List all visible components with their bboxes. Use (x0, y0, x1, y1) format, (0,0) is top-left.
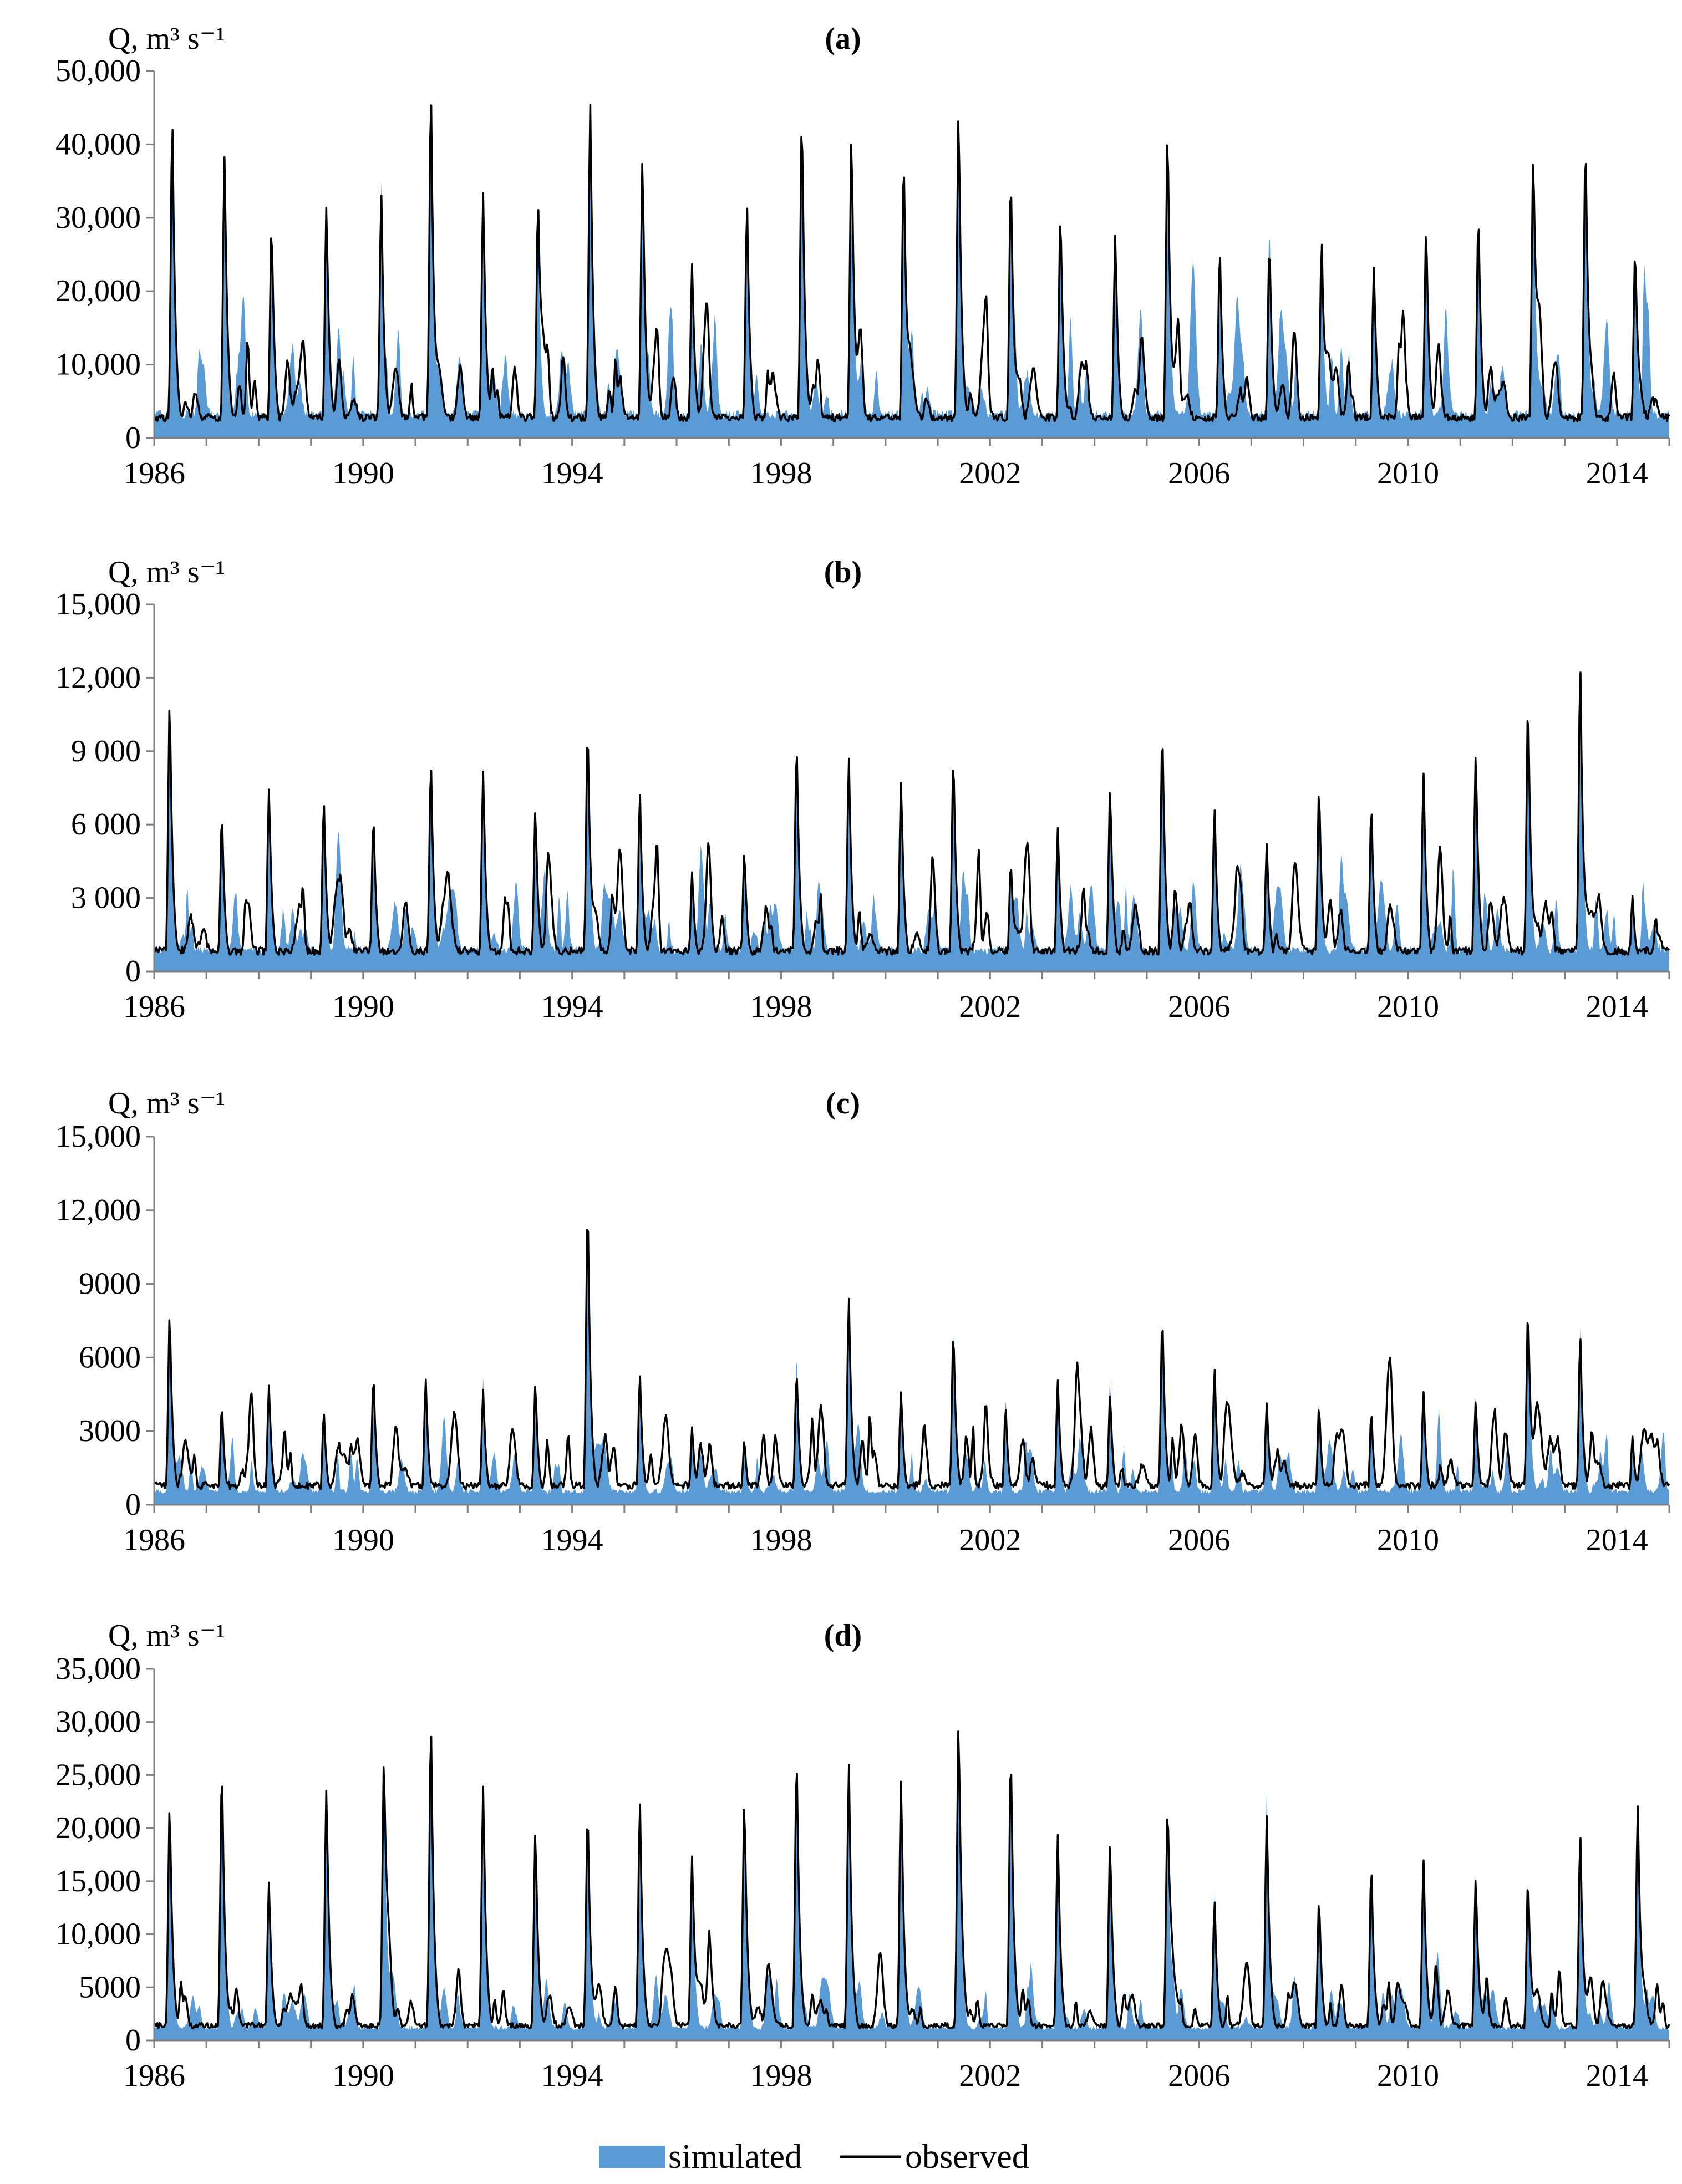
y-tick-label: 15,000 (55, 587, 141, 622)
panel-d: Q, m³ s⁻¹ (d) 0 5000 10,000 15,000 20,000 25,… (55, 1618, 1670, 2093)
y-tick-label: 10,000 (55, 348, 141, 382)
panel-c-label: (c) (826, 1086, 860, 1121)
y-tick-label: 0 (125, 954, 141, 989)
y-tick-label: 0 (125, 1488, 141, 1522)
observed-line (154, 1730, 1670, 2030)
y-tick-label: 50,000 (55, 54, 141, 88)
panel-a: Q, m³ s⁻¹ (a) 0 10,000 20,000 30,000 40,000 5… (55, 22, 1670, 491)
y-tick-label: 35,000 (55, 1652, 141, 1686)
x-tick-label: 2002 (959, 2059, 1021, 2093)
x-tick-label: 2010 (1377, 2059, 1439, 2093)
simulated-area (154, 1767, 1669, 2040)
y-tick-label: 15,000 (55, 1119, 141, 1154)
x-tick-label: 2014 (1586, 1523, 1648, 1557)
y-tick-label: 30,000 (55, 201, 141, 235)
legend-simulated-swatch (599, 2146, 665, 2168)
panel-c: Q, m³ s⁻¹ (c) 0 3000 6000 9000 12,000 15,000 1… (55, 1086, 1670, 1557)
x-tick-label: 2014 (1586, 456, 1648, 491)
y-tick-label: 10,000 (55, 1917, 141, 1952)
y-tick-label: 6 000 (71, 807, 141, 842)
x-tick-label: 1994 (541, 1523, 603, 1557)
x-tick-label: 2010 (1377, 456, 1439, 491)
x-tick-label: 2002 (959, 1523, 1021, 1557)
x-tick-label: 2014 (1586, 2059, 1648, 2093)
x-tick-label: 1994 (541, 2059, 603, 2093)
y-tick-label: 12,000 (55, 660, 141, 695)
x-tick-label: 1990 (332, 990, 394, 1024)
simulated-area (154, 680, 1669, 971)
y-tick-label: 30,000 (55, 1705, 141, 1739)
panel-a-ylabel: Q, m³ s⁻¹ (108, 22, 225, 56)
x-tick-label: 1998 (750, 1523, 812, 1557)
x-tick-label: 1994 (541, 456, 603, 491)
legend-observed-label: observed (905, 2138, 1029, 2176)
panel-a-label: (a) (825, 22, 861, 56)
x-tick-label: 2006 (1168, 2059, 1230, 2093)
x-tick-label: 2010 (1377, 1523, 1439, 1557)
x-tick-label: 2006 (1168, 990, 1230, 1024)
y-tick-label: 25,000 (55, 1758, 141, 1792)
y-tick-label: 3 000 (71, 881, 141, 915)
y-tick-label: 0 (125, 2023, 141, 2058)
x-tick-label: 1994 (541, 990, 603, 1024)
panel-d-ylabel: Q, m³ s⁻¹ (108, 1618, 225, 1653)
y-tick-label: 20,000 (55, 274, 141, 308)
y-tick-label: 20,000 (55, 1811, 141, 1845)
x-tick-label: 1990 (332, 456, 394, 491)
observed-line (153, 1228, 1670, 1490)
simulated-area (154, 137, 1669, 438)
x-tick-label: 2006 (1168, 1523, 1230, 1557)
x-tick-label: 2006 (1168, 456, 1230, 491)
x-tick-label: 1998 (750, 456, 812, 491)
panel-b-ylabel: Q, m³ s⁻¹ (108, 555, 225, 589)
y-tick-label: 5000 (79, 1970, 141, 2004)
x-tick-label: 1998 (750, 2059, 812, 2093)
simulated-area (154, 1249, 1669, 1505)
panel-b: Q, m³ s⁻¹ (b) 0 3 000 6 000 9 000 12,000 15,0… (55, 555, 1670, 1024)
observed-line (153, 671, 1670, 956)
x-tick-label: 1990 (332, 1523, 394, 1557)
x-tick-label: 1986 (123, 990, 185, 1024)
panel-b-label: (b) (824, 555, 862, 589)
y-tick-label: 6000 (79, 1340, 141, 1374)
x-tick-label: 1986 (123, 2059, 185, 2093)
legend-simulated-label: simulated (668, 2138, 802, 2176)
y-tick-label: 9000 (79, 1267, 141, 1301)
y-tick-label: 12,000 (55, 1193, 141, 1228)
panel-d-label: (d) (824, 1618, 862, 1653)
legend: simulated observed (599, 2138, 1029, 2176)
x-tick-label: 2014 (1586, 990, 1648, 1024)
x-tick-label: 1990 (332, 2059, 394, 2093)
y-tick-label: 3000 (79, 1414, 141, 1448)
y-tick-label: 15,000 (55, 1864, 141, 1898)
observed-line (153, 104, 1670, 422)
x-tick-label: 2002 (959, 990, 1021, 1024)
y-tick-label: 40,000 (55, 127, 141, 161)
x-tick-label: 2002 (959, 456, 1021, 491)
x-tick-label: 1986 (123, 1523, 185, 1557)
y-tick-label: 0 (125, 421, 141, 455)
y-tick-label: 9 000 (71, 734, 141, 768)
x-tick-label: 1986 (123, 456, 185, 491)
x-tick-label: 1998 (750, 990, 812, 1024)
panel-c-ylabel: Q, m³ s⁻¹ (108, 1086, 225, 1121)
x-tick-label: 2010 (1377, 990, 1439, 1024)
